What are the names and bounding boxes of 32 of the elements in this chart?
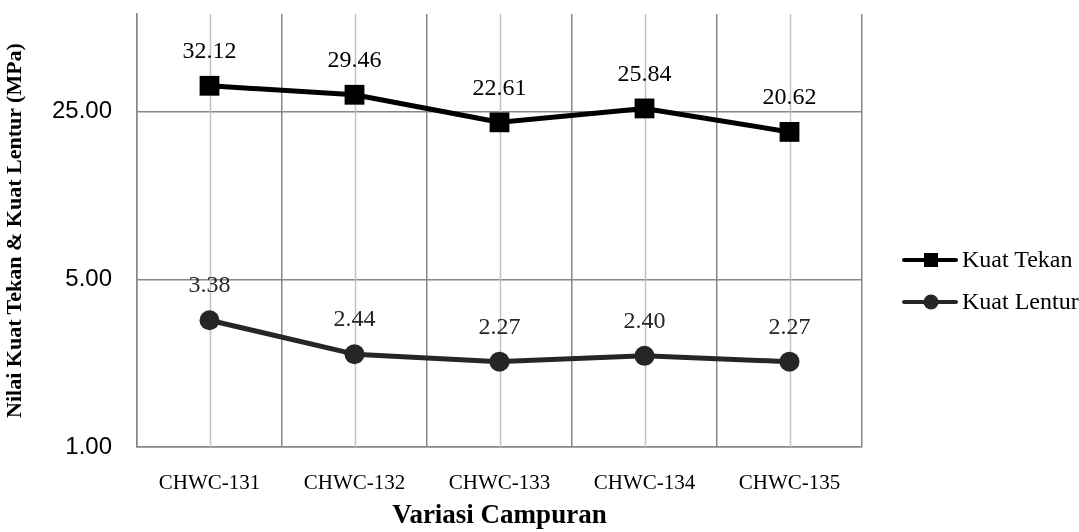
y-tick-label: 5.00: [65, 264, 112, 292]
point: [199, 75, 220, 96]
data-label: 2.27: [768, 312, 811, 339]
data-label: 3.38: [188, 271, 231, 298]
x-axis-title: Variasi Campuran: [392, 498, 607, 529]
point: [634, 345, 655, 366]
point: [779, 351, 800, 372]
legend-label: Kuat Tekan: [962, 246, 1073, 273]
data-label: 2.44: [333, 305, 376, 332]
x-tick-label: CHWC-133: [448, 470, 551, 495]
data-label: 25.84: [617, 59, 672, 86]
x-tick-label: CHWC-132: [303, 470, 406, 495]
data-label: 2.27: [478, 312, 521, 339]
x-tick-label: CHWC-134: [593, 470, 696, 495]
data-label: 32.12: [182, 37, 237, 64]
point: [779, 122, 800, 142]
point: [634, 98, 655, 119]
y-axis-title: Nilai Kuat Tekan & Kuat Lentur (MPa): [0, 43, 26, 418]
point: [199, 310, 220, 331]
point: [489, 112, 510, 133]
data-label: 29.46: [327, 46, 382, 73]
data-label: 22.61: [472, 73, 527, 100]
y-tick-label: 25.00: [51, 96, 112, 124]
point: [344, 84, 365, 105]
point: [344, 344, 365, 365]
point: [489, 351, 510, 372]
x-tick-label: CHWC-135: [738, 470, 841, 495]
data-label: 2.40: [623, 307, 666, 334]
x-tick-label: CHWC-131: [158, 470, 261, 495]
y-tick-label: 1.00: [65, 431, 112, 459]
legend-label: Kuat Lentur: [962, 288, 1079, 315]
data-label: 20.62: [762, 83, 817, 110]
